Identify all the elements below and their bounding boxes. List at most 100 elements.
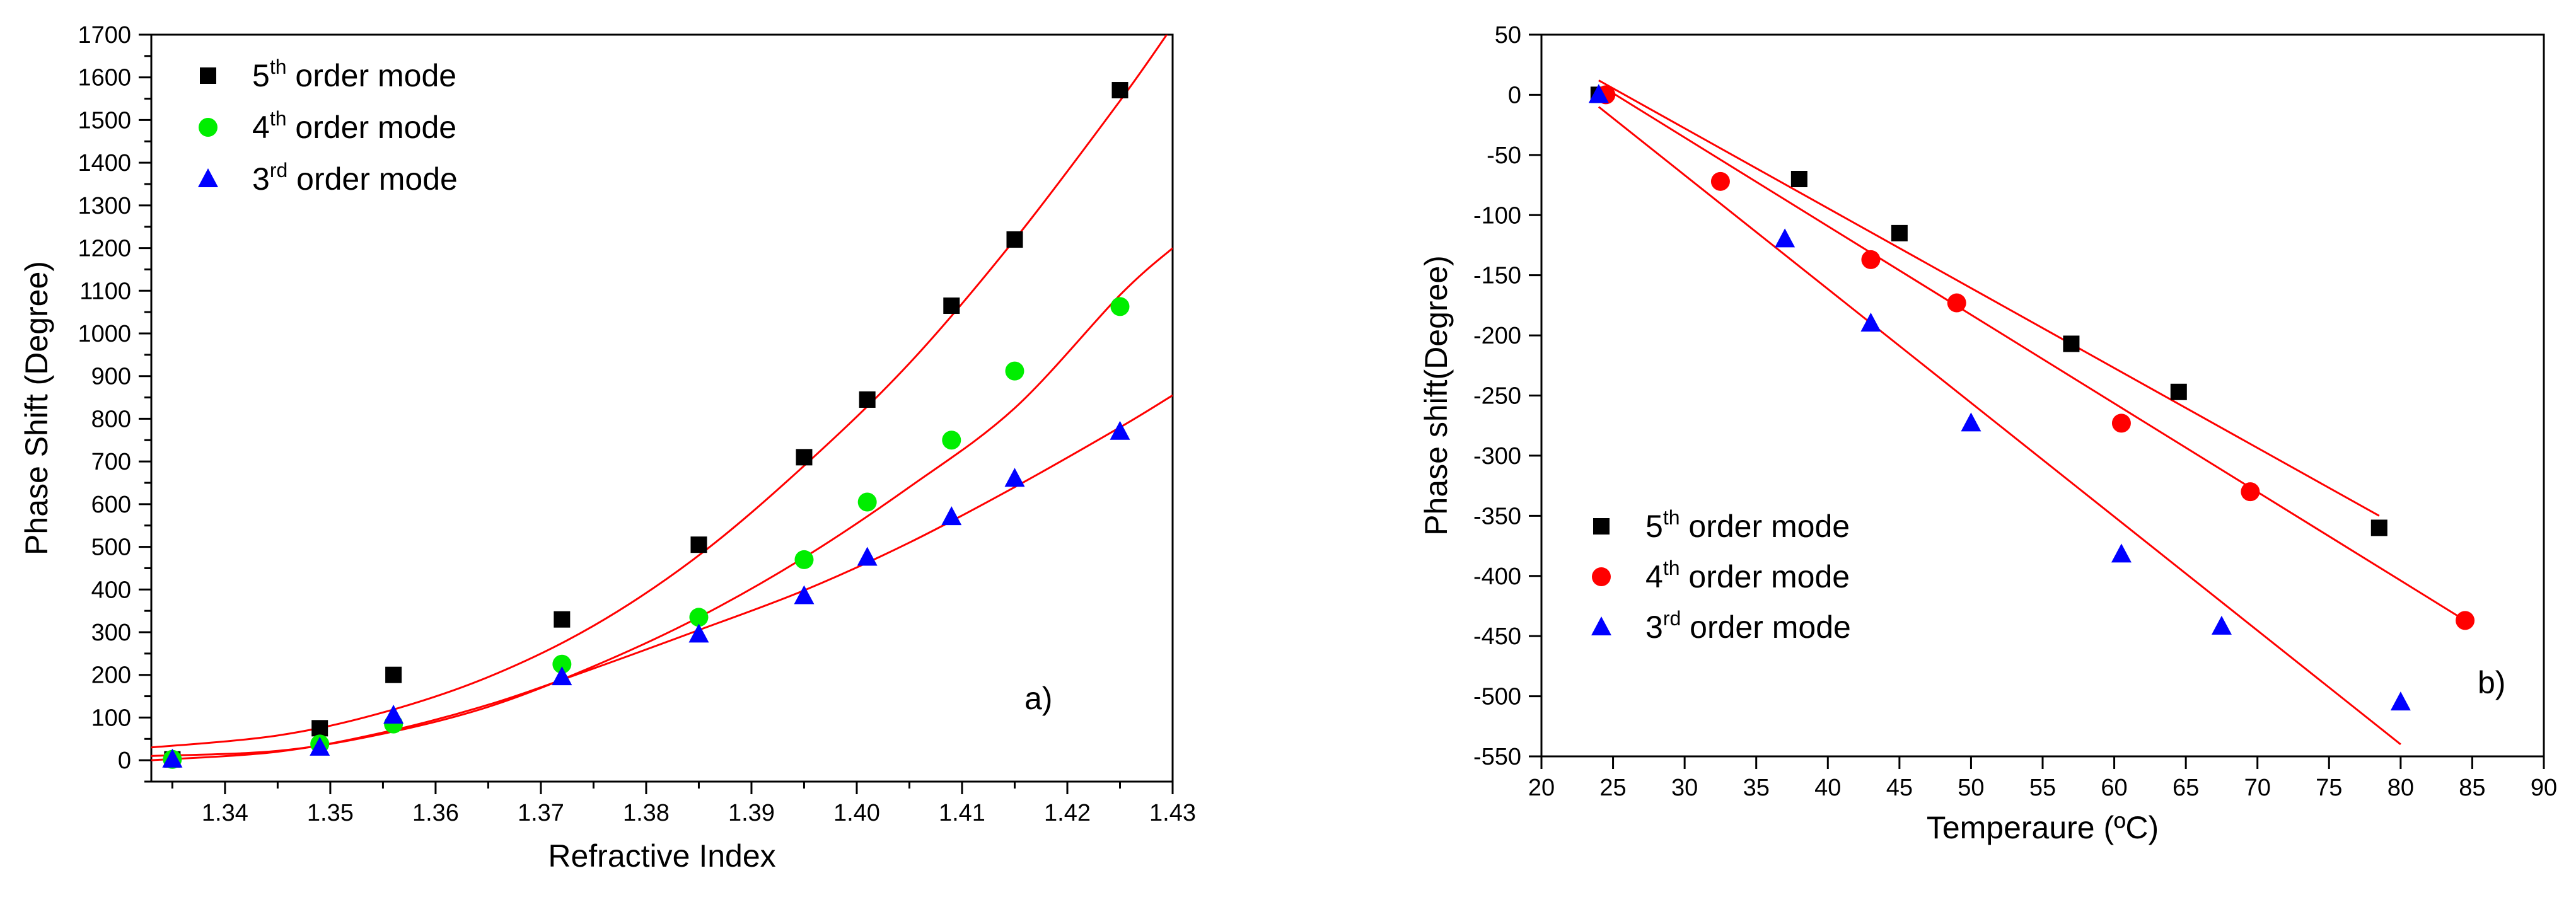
x-tick-label: 1.36 [412, 800, 459, 826]
data-point [552, 654, 572, 674]
x-tick-label: 1.43 [1149, 800, 1196, 826]
x-tick-label: 1.39 [728, 800, 775, 826]
data-point [1588, 84, 1609, 103]
plot-frame [150, 33, 1174, 783]
data-point [1005, 361, 1024, 381]
x-tick-label: 75 [2316, 775, 2342, 801]
x-tick-label: 55 [2029, 775, 2056, 801]
data-point [385, 666, 402, 683]
x-tick-label: 1.37 [518, 800, 564, 826]
x-tick-label: 60 [2101, 775, 2127, 801]
x-tick-label: 1.38 [623, 800, 670, 826]
y-tick-label: 0 [118, 748, 131, 774]
data-point [1110, 297, 1130, 316]
y-tick-label: 1200 [78, 236, 131, 262]
data-point [794, 585, 815, 604]
chart-a: 1.34 1.35 1.36 1.37 1.38 1.39 1.40 1.41 1.42 1.43… [19, 22, 1196, 874]
data-point [1006, 231, 1023, 248]
y-tick-label: 1700 [78, 22, 131, 49]
x-tick-label: 70 [2244, 775, 2271, 801]
legend-marker [1592, 567, 1611, 586]
legend-label: 5th order mode [252, 55, 456, 93]
legend-label: 4th order mode [252, 107, 456, 145]
data-point [2111, 543, 2132, 563]
y-tick-label: 1000 [78, 321, 131, 347]
y-tick-label: -50 [1487, 142, 1521, 169]
data-point [2063, 335, 2080, 352]
data-point [1004, 468, 1025, 487]
y-tick-label: -550 [1473, 744, 1521, 770]
legend-marker [1593, 518, 1610, 535]
data-point [857, 492, 877, 512]
legend-label: 3rd order mode [1645, 607, 1851, 645]
x-tick-label: 45 [1886, 775, 1913, 801]
data-point [1947, 293, 1966, 313]
data-point [1775, 228, 1796, 248]
y-tick-label: 400 [91, 577, 131, 603]
data-point [383, 705, 404, 724]
panel-label: b) [2478, 665, 2505, 700]
y-tick-label: 800 [91, 406, 131, 432]
x-tick-label: 85 [2459, 775, 2485, 801]
y-tick-label: 1100 [79, 278, 131, 304]
legend-marker [199, 118, 218, 137]
data-point [688, 623, 709, 643]
y-tick-label: -250 [1473, 383, 1521, 410]
x-tick-label: 35 [1743, 775, 1770, 801]
y-tick-label: -300 [1473, 443, 1521, 470]
x-axis-label: Temperaure (ºC) [1927, 810, 2159, 845]
y-tick-label: -450 [1473, 623, 1521, 650]
y-tick-label: 200 [91, 662, 131, 689]
x-tick-label: 1.41 [939, 800, 985, 826]
y-tick-label: 300 [91, 620, 131, 646]
data-point [942, 431, 961, 450]
x-tick-label: 65 [2173, 775, 2199, 801]
data-point [2390, 691, 2411, 711]
legend-marker [1591, 616, 1611, 635]
data-point [1961, 412, 1981, 432]
fit-line [151, 394, 1173, 761]
y-tick-label: -200 [1473, 323, 1521, 349]
y-tick-label: -150 [1473, 263, 1521, 289]
data-point [941, 506, 962, 526]
data-point [1710, 171, 1730, 191]
data-point [554, 611, 571, 628]
x-tick-label: 90 [2531, 775, 2557, 801]
data-point [1110, 420, 1130, 440]
x-tick-label: 30 [1671, 775, 1698, 801]
y-tick-label: 700 [91, 449, 131, 475]
y-tick-label: -350 [1473, 503, 1521, 529]
x-tick-label: 20 [1528, 775, 1555, 801]
data-point [794, 550, 814, 569]
x-tick-label: 1.34 [202, 800, 248, 826]
x-axis-label: Refractive Index [548, 838, 775, 874]
data-point [1891, 224, 1908, 241]
chart-b: 20 25 30 35 40 45 50 55 60 65 70 75 80 85 90 50 0 -50 -100… [1419, 22, 2557, 845]
data-point [690, 536, 707, 553]
y-tick-label: 900 [91, 364, 131, 390]
data-point [1790, 171, 1807, 187]
data-point [1860, 313, 1881, 332]
fit-line [1598, 79, 2380, 517]
data-point [857, 546, 878, 566]
y-tick-label: 1500 [78, 107, 131, 134]
y-tick-label: -100 [1473, 202, 1521, 229]
x-tick-label: 80 [2387, 775, 2414, 801]
data-point [1861, 250, 1881, 269]
data-point [552, 666, 572, 686]
legend-marker [198, 168, 218, 187]
y-tick-label: 100 [91, 705, 131, 731]
y-tick-label: 50 [1495, 22, 1521, 49]
x-tick-label: 40 [1814, 775, 1841, 801]
y-tick-label: -500 [1473, 684, 1521, 710]
panel-label: a) [1024, 681, 1052, 716]
fit-line [151, 247, 1173, 757]
x-tick-label: 50 [1958, 775, 1984, 801]
x-tick-label: 25 [1599, 775, 1626, 801]
data-point [2241, 482, 2260, 502]
legend-label: 3rd order mode [252, 159, 458, 197]
data-point [2211, 615, 2232, 635]
data-point [162, 748, 183, 768]
y-tick-label: 1300 [78, 193, 131, 219]
